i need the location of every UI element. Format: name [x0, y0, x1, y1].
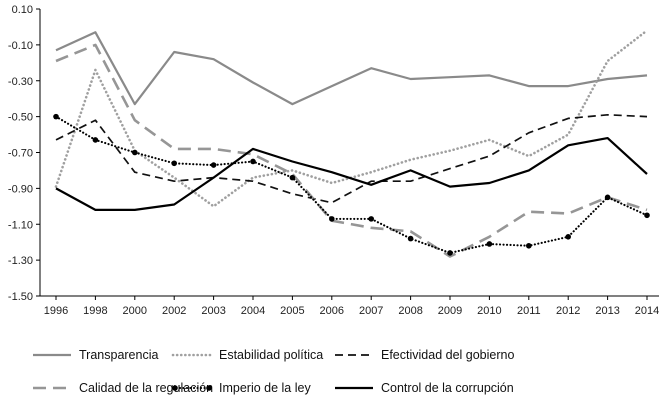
legend-label: Imperio de la ley [219, 381, 311, 395]
legend-label: Control de la corrupción [381, 381, 514, 395]
series-line [54, 115, 649, 254]
y-tick-label: 0.10 [12, 4, 33, 16]
legend-item: Efectividad del gobierno [335, 348, 514, 362]
series-line [55, 137, 648, 211]
series-6 [55, 137, 648, 211]
x-tick-label: 1998 [83, 305, 107, 317]
legend-label: Estabilidad política [219, 348, 323, 362]
x-tick-label: 2003 [201, 305, 225, 317]
axes: 0.10 -0.10 -0.30 -0.50 -0.70 -0.90 -1.10 -1.30 -… [8, 4, 659, 317]
legend-label: Calidad de la regulación [79, 381, 213, 395]
data-point [447, 250, 453, 256]
data-point [92, 137, 99, 143]
legend-item: Calidad de la regulación [33, 381, 213, 395]
data-point [565, 234, 571, 240]
y-tick-label: -0.30 [8, 76, 33, 88]
x-tick-label: 2004 [241, 305, 265, 317]
x-tick-label: 2008 [398, 305, 422, 317]
legend-label: Efectividad del gobierno [381, 348, 514, 362]
data-point [329, 216, 335, 222]
x-tick-label: 2006 [320, 305, 344, 317]
data-point [250, 158, 256, 165]
x-tick-label: 2002 [162, 305, 186, 317]
data-point [486, 241, 493, 247]
x-tick-label: 2005 [280, 305, 304, 317]
y-tick-label: -0.10 [8, 40, 33, 52]
data-point [604, 194, 611, 201]
y-tick-label: -1.30 [8, 255, 33, 267]
y-tick-label: -1.50 [8, 291, 33, 303]
data-point [132, 149, 138, 156]
legend: Transparencia Estabilidad política Efectiv… [33, 348, 514, 395]
data-point [368, 216, 375, 222]
legend-marker [206, 385, 212, 391]
x-tick-label: 2014 [635, 305, 659, 317]
data-point [53, 113, 59, 120]
data-point [171, 160, 177, 167]
x-tick-label: 1996 [44, 305, 68, 317]
data-point [210, 162, 217, 168]
x-tick-label: 2012 [556, 305, 580, 317]
x-tick-label: 2000 [123, 305, 147, 317]
y-tick-label: -0.70 [8, 148, 33, 160]
series-layer [53, 29, 650, 258]
series-4 [55, 43, 648, 258]
x-tick-label: 2011 [517, 305, 541, 317]
series-2 [54, 29, 649, 208]
series-1 [55, 31, 648, 106]
series-line [55, 31, 648, 106]
data-point [289, 174, 296, 181]
x-tick-label: 2013 [595, 305, 619, 317]
x-tick-label: 2010 [477, 305, 501, 317]
x-tick-label: 2007 [359, 305, 383, 317]
legend-item: Control de la corrupción [335, 381, 514, 395]
legend-label: Transparencia [79, 348, 158, 362]
y-tick-label: -0.90 [8, 183, 33, 195]
series-line [54, 29, 649, 208]
data-point [407, 235, 414, 242]
legend-item: Estabilidad política [171, 348, 323, 362]
y-tick-label: -1.10 [8, 219, 33, 231]
series-5 [53, 113, 650, 256]
series-line [55, 43, 648, 258]
legend-marker [172, 385, 178, 391]
data-point [644, 212, 650, 219]
x-tick-label: 2009 [438, 305, 462, 317]
data-point [526, 242, 532, 249]
y-tick-label: -0.50 [8, 112, 33, 124]
legend-item: Imperio de la ley [171, 381, 311, 395]
legend-item: Transparencia [33, 348, 158, 362]
